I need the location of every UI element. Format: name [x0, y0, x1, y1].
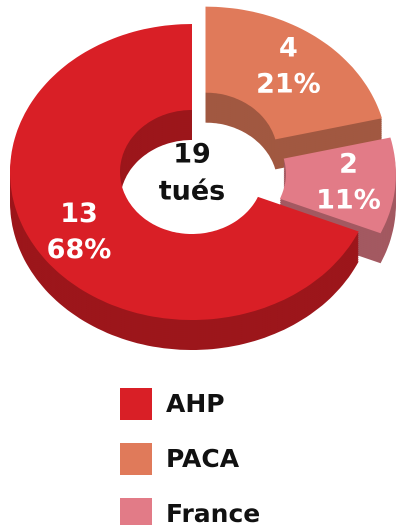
legend-label: France: [166, 499, 260, 525]
percent-label: 11%: [316, 184, 381, 215]
value-label: 4: [279, 33, 298, 64]
value-label: 13: [60, 198, 98, 229]
slice: [279, 137, 396, 234]
value-label: 2: [339, 148, 358, 179]
legend-swatch: [120, 498, 152, 525]
legend-swatch: [120, 388, 152, 420]
slice: [205, 6, 382, 140]
slice: [10, 24, 359, 320]
legend-label: AHP: [166, 389, 225, 418]
total-value: 19: [173, 139, 211, 170]
percent-label: 68%: [47, 234, 112, 265]
percent-label: 21%: [256, 69, 321, 100]
legend-label: PACA: [166, 444, 240, 473]
legend-swatch: [120, 443, 152, 475]
total-label: tués: [159, 176, 226, 207]
